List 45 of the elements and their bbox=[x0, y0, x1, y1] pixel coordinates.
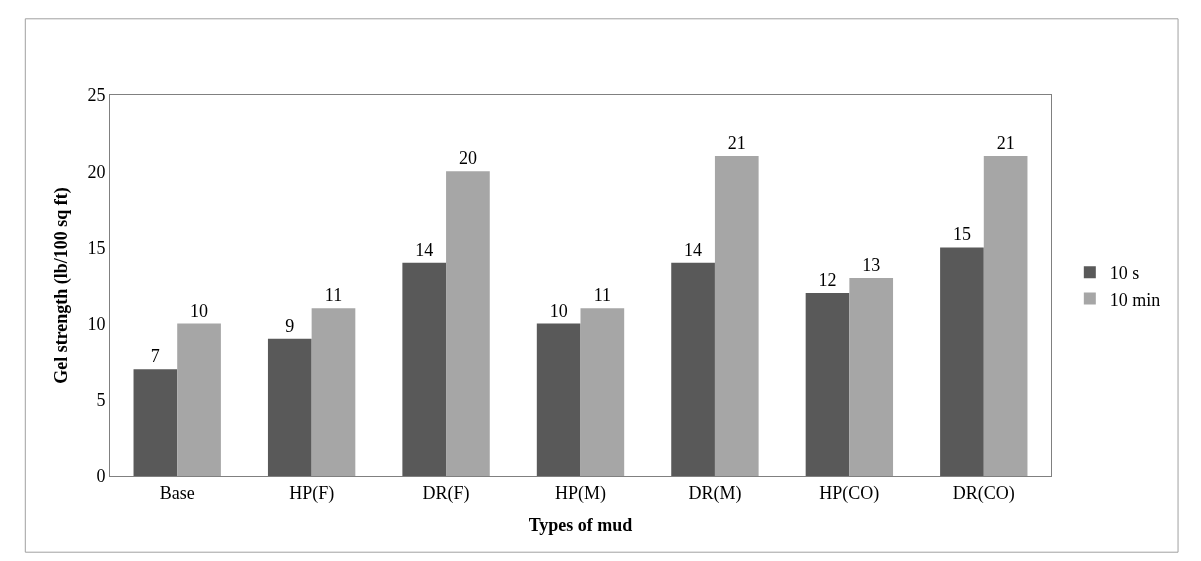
data-label: 11 bbox=[324, 285, 343, 306]
data-label: 10 bbox=[190, 300, 209, 321]
bar bbox=[580, 308, 625, 476]
data-label: 20 bbox=[458, 148, 477, 169]
bar bbox=[714, 155, 759, 476]
y-tick-label: 10 bbox=[87, 313, 106, 334]
y-tick-label: 20 bbox=[87, 161, 106, 182]
data-label: 15 bbox=[952, 224, 971, 245]
bar bbox=[402, 262, 447, 476]
x-tick-label: HP(M) bbox=[554, 482, 607, 504]
y-tick-label: 5 bbox=[96, 390, 106, 411]
y-tick-label: 25 bbox=[87, 85, 106, 106]
x-tick-label: Base bbox=[159, 482, 195, 503]
y-tick-label: 0 bbox=[96, 466, 106, 487]
x-axis-title: Types of mud bbox=[528, 514, 633, 535]
bar bbox=[849, 277, 894, 476]
data-label: 21 bbox=[996, 132, 1015, 153]
bar bbox=[177, 323, 221, 476]
data-label: 13 bbox=[862, 254, 881, 275]
bar bbox=[671, 262, 715, 476]
y-tick-label: 15 bbox=[87, 237, 106, 258]
x-tick-label: DR(M) bbox=[688, 482, 742, 504]
bar bbox=[311, 308, 356, 476]
bar bbox=[983, 155, 1028, 476]
bar bbox=[536, 323, 581, 476]
data-label: 12 bbox=[818, 270, 837, 291]
data-label: 14 bbox=[684, 239, 703, 260]
bar bbox=[133, 369, 178, 476]
bar bbox=[267, 338, 312, 476]
data-label: 14 bbox=[415, 239, 434, 260]
legend-label: 10 s bbox=[1109, 263, 1140, 284]
legend-label: 10 min bbox=[1109, 289, 1161, 310]
bar bbox=[940, 247, 984, 476]
x-tick-label: DR(CO) bbox=[952, 482, 1015, 504]
x-tick-label: DR(F) bbox=[422, 482, 470, 504]
x-tick-label: HP(F) bbox=[289, 482, 335, 504]
bar bbox=[446, 171, 490, 476]
bar bbox=[805, 293, 850, 476]
data-label: 11 bbox=[593, 285, 612, 306]
data-label: 7 bbox=[150, 346, 160, 367]
x-tick-label: HP(CO) bbox=[819, 482, 880, 504]
data-label: 9 bbox=[285, 315, 295, 336]
data-label: 10 bbox=[549, 300, 568, 321]
y-axis-title: Gel strength (lb/100 sq ft) bbox=[50, 187, 72, 384]
data-label: 21 bbox=[727, 132, 746, 153]
